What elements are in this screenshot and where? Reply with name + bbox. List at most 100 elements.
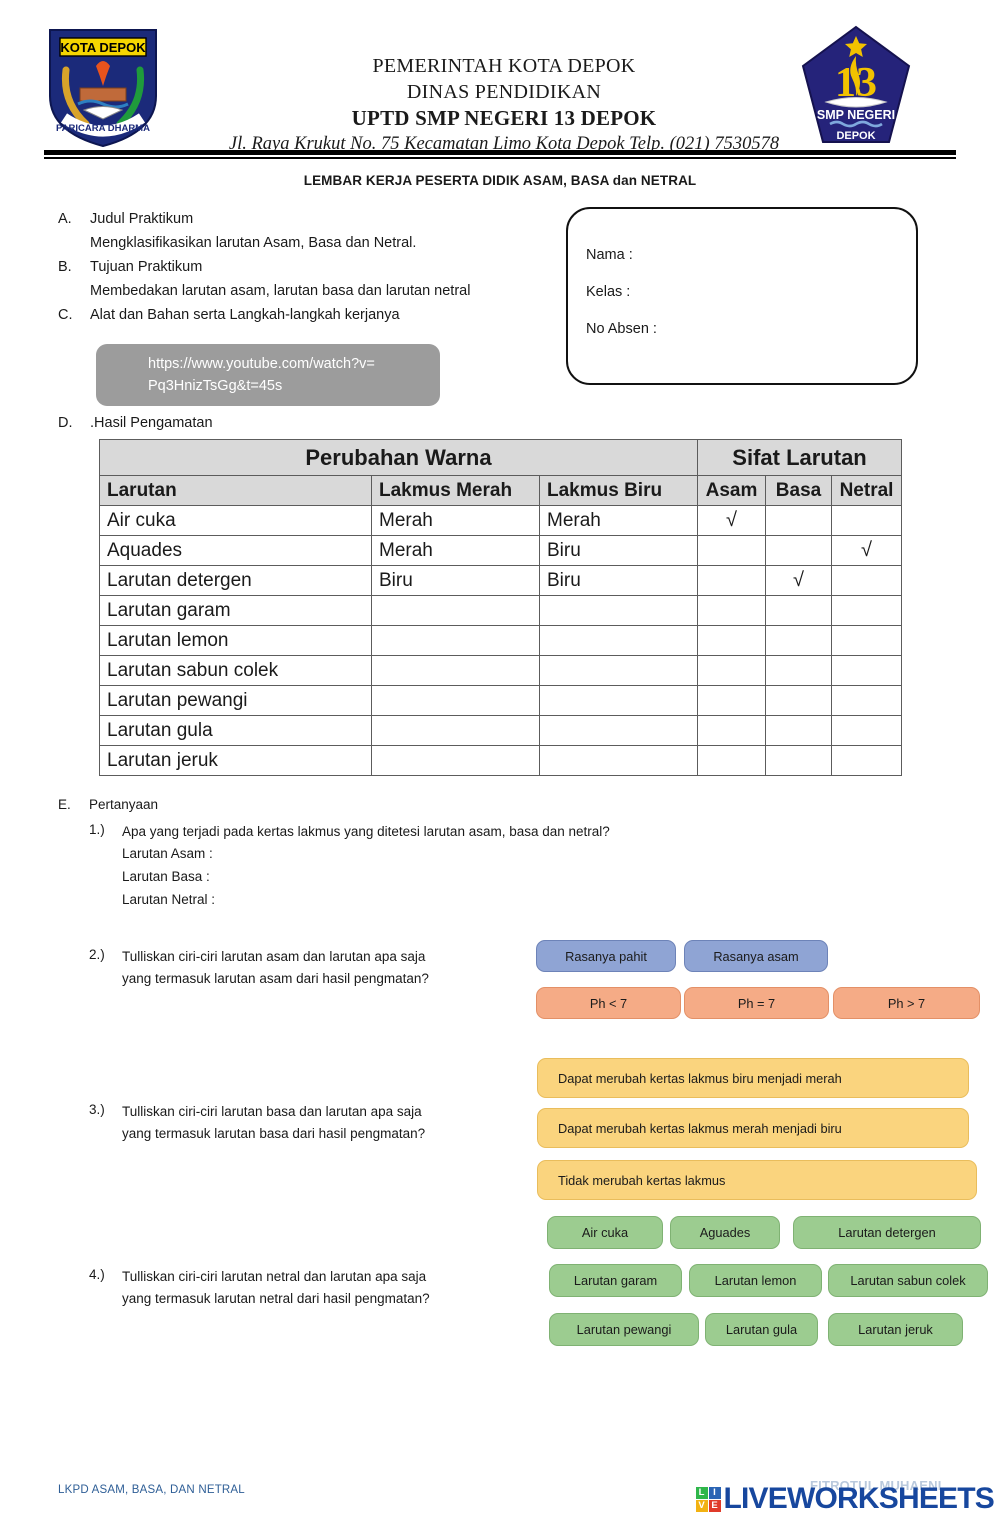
cell-larutan: Larutan lemon — [99, 625, 372, 656]
table-row: Larutan garam — [99, 595, 903, 626]
cell-netral[interactable] — [830, 685, 903, 716]
kelas-label: Kelas : — [586, 284, 631, 300]
cell-larutan: Larutan gula — [99, 715, 372, 746]
cell-basa[interactable] — [765, 535, 832, 566]
table-row: Aquades Merah Biru √ — [99, 535, 903, 566]
cell-larutan: Larutan detergen — [99, 565, 372, 596]
col-header-basa: Basa — [765, 475, 832, 506]
section-c-letter: C. — [58, 307, 73, 323]
chip-aguades[interactable]: Aguades — [670, 1216, 780, 1249]
cell-asam[interactable] — [697, 535, 766, 566]
chip-larutan-jeruk[interactable]: Larutan jeruk — [828, 1313, 963, 1346]
cell-basa[interactable] — [765, 505, 832, 536]
chip-lakmus-biru-menjadi-merah[interactable]: Dapat merubah kertas lakmus biru menjadi… — [537, 1058, 969, 1098]
question-3-text-line-1: Tulliskan ciri-ciri larutan basa dan lar… — [122, 1104, 422, 1119]
cell-lakmus-biru — [539, 655, 698, 686]
chip-rasanya-asam[interactable]: Rasanya asam — [684, 940, 828, 972]
cell-netral[interactable] — [830, 505, 903, 536]
cell-asam[interactable] — [697, 715, 766, 746]
cell-netral[interactable] — [830, 625, 903, 656]
chip-ph-equals-7[interactable]: Ph = 7 — [684, 987, 829, 1019]
cell-lakmus-merah: Merah — [371, 505, 540, 536]
cell-asam[interactable] — [697, 565, 766, 596]
cell-asam[interactable] — [697, 745, 766, 776]
cell-basa[interactable] — [765, 715, 832, 746]
kota-depok-logo-icon: KOTA DEPOK PARICARA DHARMA — [49, 29, 157, 148]
cell-asam[interactable] — [697, 655, 766, 686]
cell-netral[interactable] — [830, 565, 903, 596]
cell-lakmus-merah — [371, 595, 540, 626]
chip-larutan-gula[interactable]: Larutan gula — [705, 1313, 818, 1346]
cell-lakmus-merah — [371, 745, 540, 776]
question-1-text: Apa yang terjadi pada kertas lakmus yang… — [122, 824, 610, 839]
smp-negeri-13-logo-icon: 13 SMP NEGERI DEPOK — [801, 25, 911, 143]
cell-netral[interactable]: √ — [830, 535, 903, 566]
col-header-lakmus-biru: Lakmus Biru — [539, 475, 698, 506]
group-header-perubahan-warna: Perubahan Warna — [99, 439, 698, 476]
question-1-sub-asam: Larutan Asam : — [122, 846, 213, 861]
cell-asam[interactable]: √ — [697, 505, 766, 536]
cell-lakmus-biru: Merah — [539, 505, 698, 536]
chip-lakmus-merah-menjadi-biru[interactable]: Dapat merubah kertas lakmus merah menjad… — [537, 1108, 969, 1148]
no-absen-label: No Absen : — [586, 321, 657, 337]
section-a-body: Mengklasifikasikan larutan Asam, Basa da… — [90, 235, 417, 251]
video-link-line-1: https://www.youtube.com/watch?v= — [148, 356, 375, 372]
svg-text:SMP NEGERI: SMP NEGERI — [817, 108, 895, 122]
cell-basa[interactable] — [765, 745, 832, 776]
cell-asam[interactable] — [697, 595, 766, 626]
header-rule-thick — [44, 150, 956, 155]
cell-basa[interactable] — [765, 685, 832, 716]
header-line-2: DINAS PENDIDIKAN — [406, 80, 602, 103]
cell-larutan: Air cuka — [99, 505, 372, 536]
question-3-number: 3.) — [89, 1102, 105, 1117]
footer-worksheet-label: LKPD ASAM, BASA, DAN NETRAL — [58, 1484, 245, 1496]
question-4-text-line-2: yang termasuk larutan netral dari hasil … — [122, 1291, 430, 1306]
liveworksheets-logo[interactable]: L I V E LIVEWORKSHEETS — [695, 1482, 995, 1516]
section-e-letter: E. — [58, 797, 71, 812]
col-header-larutan: Larutan — [99, 475, 372, 506]
tile-l: L — [695, 1486, 708, 1499]
section-b-body: Membedakan larutan asam, larutan basa da… — [90, 283, 471, 299]
col-header-netral: Netral — [830, 475, 903, 506]
cell-lakmus-merah — [371, 625, 540, 656]
video-link-box[interactable]: https://www.youtube.com/watch?v= Pq3Hniz… — [96, 344, 440, 406]
cell-lakmus-merah — [371, 715, 540, 746]
chip-larutan-lemon[interactable]: Larutan lemon — [689, 1264, 822, 1297]
chip-larutan-detergen[interactable]: Larutan detergen — [793, 1216, 981, 1249]
cell-basa[interactable] — [765, 625, 832, 656]
chip-tidak-merubah-kertas-lakmus[interactable]: Tidak merubah kertas lakmus — [537, 1160, 977, 1200]
table-row: Larutan jeruk — [99, 745, 903, 776]
section-a-heading: Judul Praktikum — [90, 211, 194, 227]
chip-air-cuka[interactable]: Air cuka — [547, 1216, 663, 1249]
cell-basa[interactable] — [765, 655, 832, 686]
cell-basa[interactable]: √ — [765, 565, 832, 596]
header-address: Jl. Raya Krukut No. 75 Kecamatan Limo Ko… — [228, 134, 780, 155]
table-row: Larutan sabun colek — [99, 655, 903, 686]
group-header-sifat-larutan: Sifat Larutan — [696, 439, 903, 476]
cell-netral[interactable] — [830, 595, 903, 626]
cell-lakmus-merah: Biru — [371, 565, 540, 596]
cell-lakmus-biru: Biru — [539, 535, 698, 566]
chip-ph-greater-than-7[interactable]: Ph > 7 — [833, 987, 980, 1019]
svg-text:KOTA DEPOK: KOTA DEPOK — [60, 40, 146, 55]
cell-netral[interactable] — [830, 715, 903, 746]
chip-larutan-sabun-colek[interactable]: Larutan sabun colek — [828, 1264, 988, 1297]
letterhead: KOTA DEPOK PARICARA DHARMA 13 SMP NEGERI… — [44, 18, 956, 156]
cell-netral[interactable] — [830, 655, 903, 686]
section-c-heading: Alat dan Bahan serta Langkah-langkah ker… — [90, 307, 400, 323]
chip-larutan-garam[interactable]: Larutan garam — [549, 1264, 682, 1297]
cell-asam[interactable] — [697, 625, 766, 656]
tile-i: I — [708, 1486, 721, 1499]
cell-larutan: Larutan garam — [99, 595, 372, 626]
cell-lakmus-merah — [371, 655, 540, 686]
cell-netral[interactable] — [830, 745, 903, 776]
cell-larutan: Larutan pewangi — [99, 685, 372, 716]
cell-asam[interactable] — [697, 685, 766, 716]
video-link-line-2: Pq3HnizTsGg&t=45s — [148, 378, 283, 395]
chip-rasanya-pahit[interactable]: Rasanya pahit — [536, 940, 676, 972]
question-3-text-line-2: yang termasuk larutan basa dari hasil pe… — [122, 1126, 426, 1141]
cell-basa[interactable] — [765, 595, 832, 626]
table-column-header-row: Larutan Lakmus Merah Lakmus Biru Asam Ba… — [99, 475, 903, 506]
chip-larutan-pewangi[interactable]: Larutan pewangi — [549, 1313, 699, 1346]
chip-ph-less-than-7[interactable]: Ph < 7 — [536, 987, 681, 1019]
